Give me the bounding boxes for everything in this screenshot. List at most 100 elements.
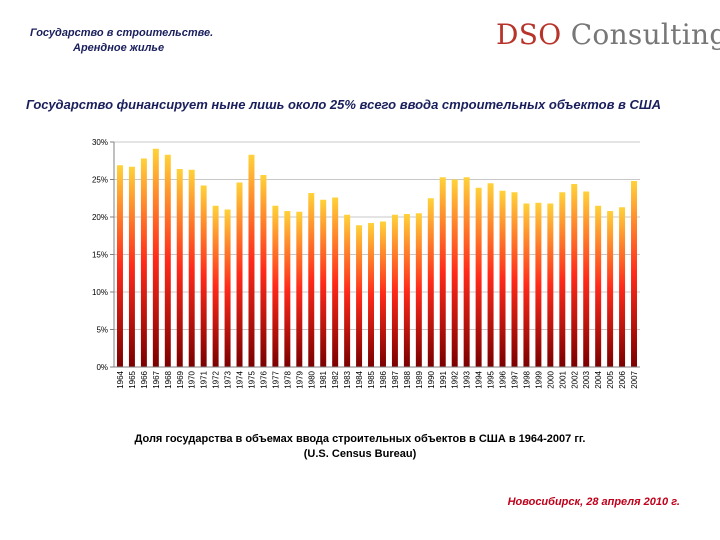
x-tick-label: 1996 bbox=[499, 370, 508, 388]
bar-1992 bbox=[451, 179, 458, 367]
x-tick-label: 1986 bbox=[379, 370, 388, 388]
bar-1981 bbox=[320, 199, 327, 367]
bar-1973 bbox=[224, 209, 231, 367]
bar-1985 bbox=[368, 223, 375, 367]
logo-prefix: DSO bbox=[496, 18, 562, 51]
x-tick-label: 1964 bbox=[116, 370, 125, 388]
x-tick-label: 1987 bbox=[391, 370, 400, 388]
caption-line-2: (U.S. Census Bureau) bbox=[303, 448, 417, 460]
bar-2006 bbox=[619, 207, 626, 367]
x-tick-label: 1981 bbox=[319, 370, 328, 388]
x-tick-label: 1990 bbox=[427, 370, 436, 388]
x-tick-label: 1978 bbox=[283, 370, 292, 388]
bar-2002 bbox=[571, 184, 578, 367]
x-tick-label: 1989 bbox=[415, 370, 424, 388]
caption-line-1: Доля государства в объемах ввода строите… bbox=[134, 433, 586, 445]
chart-caption: Доля государства в объемах ввода строите… bbox=[60, 432, 660, 462]
y-tick-label: 10% bbox=[92, 288, 108, 297]
header-line-1: Государство в строительстве. bbox=[30, 27, 214, 39]
x-tick-label: 1974 bbox=[236, 370, 245, 388]
x-tick-label: 1971 bbox=[200, 370, 209, 388]
x-tick-label: 1967 bbox=[152, 370, 161, 388]
bar-2007 bbox=[631, 181, 638, 367]
x-tick-label: 1991 bbox=[439, 370, 448, 388]
bars bbox=[116, 148, 638, 367]
bar-1982 bbox=[332, 197, 339, 367]
bar-1980 bbox=[308, 193, 315, 367]
x-tick-label: 1984 bbox=[355, 370, 364, 388]
bar-chart: 0%5%10%15%20%25%30%1964 1965 1966 1967 1968 1… bbox=[92, 138, 640, 389]
bar-1998 bbox=[523, 203, 530, 367]
footer-date: Новосибирск, 28 апреля 2010 г. bbox=[507, 496, 680, 508]
bar-1996 bbox=[499, 190, 506, 367]
bar-1977 bbox=[272, 205, 279, 367]
slide-header: Государство в строительстве. Арендное жи… bbox=[30, 26, 250, 56]
bar-1969 bbox=[176, 169, 183, 367]
x-tick-label: 1980 bbox=[307, 370, 316, 388]
x-tick-label: 1983 bbox=[343, 370, 352, 388]
x-tick-label: 2000 bbox=[546, 370, 555, 388]
bar-1984 bbox=[356, 225, 363, 367]
bar-1987 bbox=[391, 214, 398, 367]
x-tick-label: 1998 bbox=[522, 370, 531, 388]
y-tick-label: 20% bbox=[92, 213, 108, 222]
bar-1999 bbox=[535, 202, 542, 367]
x-tick-label: 2006 bbox=[618, 370, 627, 388]
y-tick-label: 5% bbox=[96, 326, 108, 335]
bar-1990 bbox=[427, 198, 434, 367]
bar-2004 bbox=[595, 205, 602, 367]
x-tick-label: 1992 bbox=[451, 370, 460, 388]
x-tick-label: 1982 bbox=[331, 370, 340, 388]
bar-1970 bbox=[188, 169, 195, 367]
bar-1976 bbox=[260, 175, 267, 367]
x-tick-label: 1994 bbox=[475, 370, 484, 388]
x-tick-label: 1988 bbox=[403, 370, 412, 388]
bar-2003 bbox=[583, 191, 590, 367]
x-tick-label: 1979 bbox=[295, 370, 304, 388]
x-tick-label: 2007 bbox=[630, 370, 639, 388]
bar-1989 bbox=[415, 213, 422, 367]
bar-1968 bbox=[164, 154, 171, 367]
bar-1966 bbox=[140, 158, 147, 367]
x-tick-label: 2004 bbox=[594, 370, 603, 388]
x-tick-label: 1993 bbox=[463, 370, 472, 388]
x-tick-label: 1965 bbox=[128, 370, 137, 388]
x-tick-label: 1973 bbox=[224, 370, 233, 388]
x-tick-label: 1966 bbox=[140, 370, 149, 388]
bar-1979 bbox=[296, 211, 303, 367]
bar-2001 bbox=[559, 192, 566, 367]
bar-1997 bbox=[511, 192, 518, 367]
x-tick-label: 1970 bbox=[188, 370, 197, 388]
bar-1964 bbox=[116, 165, 123, 367]
x-tick-label: 1968 bbox=[164, 370, 173, 388]
x-tick-label: 1969 bbox=[176, 370, 185, 388]
x-tick-label: 1972 bbox=[212, 370, 221, 388]
bar-1971 bbox=[200, 185, 207, 367]
x-tick-label: 1999 bbox=[534, 370, 543, 388]
bar-1965 bbox=[128, 166, 135, 367]
x-tick-label: 2001 bbox=[558, 370, 567, 388]
x-tick-label: 1995 bbox=[487, 370, 496, 388]
bar-1988 bbox=[403, 214, 410, 367]
bar-1986 bbox=[379, 221, 386, 367]
x-tick-label: 1985 bbox=[367, 370, 376, 388]
x-tick-label: 2003 bbox=[582, 370, 591, 388]
bar-1974 bbox=[236, 182, 243, 367]
header-line-2: Арендное жилье bbox=[73, 42, 165, 54]
y-tick-label: 0% bbox=[96, 363, 108, 372]
bar-2000 bbox=[547, 203, 554, 367]
bar-1967 bbox=[152, 148, 159, 367]
x-tick-label: 2005 bbox=[606, 370, 615, 388]
slide-headline: Государство финансирует ныне лишь около … bbox=[26, 97, 662, 112]
y-tick-label: 30% bbox=[92, 138, 108, 147]
bar-1993 bbox=[463, 177, 470, 367]
axes: 0%5%10%15%20%25%30%1964 1965 1966 1967 1968 1… bbox=[92, 138, 640, 389]
bar-1994 bbox=[475, 187, 482, 367]
company-logo: DSO Consulting bbox=[496, 18, 720, 51]
logo-suffix: Consulting bbox=[570, 18, 720, 51]
x-tick-label: 2002 bbox=[570, 370, 579, 388]
x-tick-label: 1977 bbox=[271, 370, 280, 388]
bar-1991 bbox=[439, 177, 446, 367]
y-tick-label: 25% bbox=[92, 176, 108, 185]
x-tick-label: 1997 bbox=[510, 370, 519, 388]
